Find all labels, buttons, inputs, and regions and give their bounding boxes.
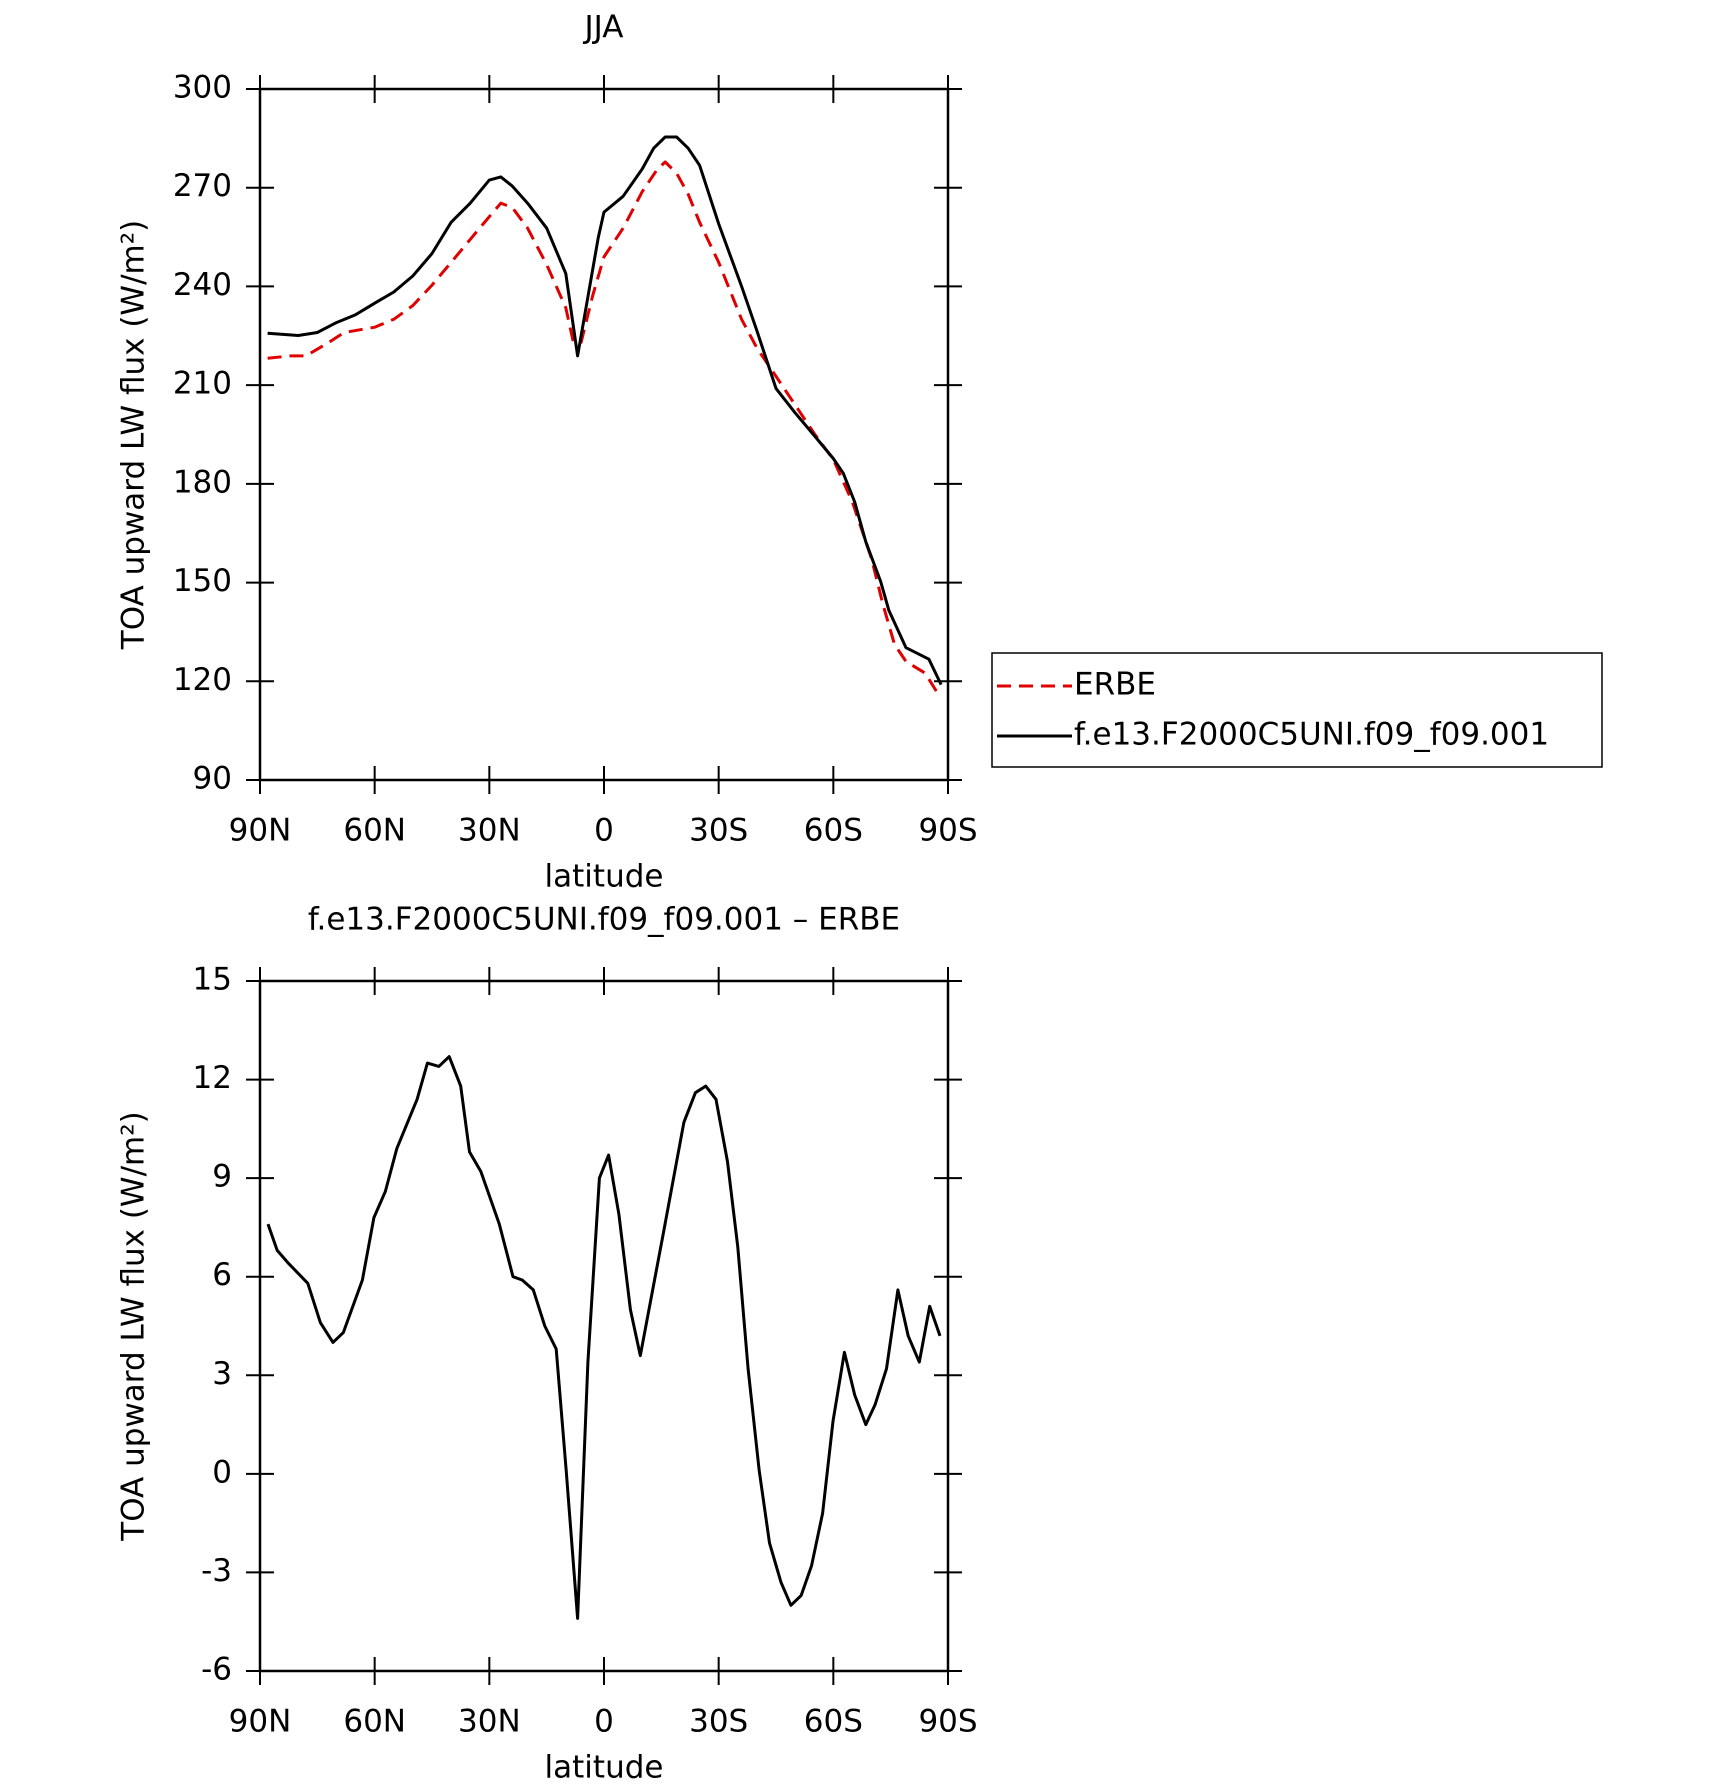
y-tick-label: 150 bbox=[173, 563, 232, 599]
y-tick-label: 270 bbox=[173, 168, 232, 204]
y-tick-label: -3 bbox=[201, 1553, 232, 1589]
y-tick-label: -6 bbox=[201, 1652, 232, 1688]
x-tick-label: 60S bbox=[804, 813, 863, 849]
x-tick-label: 90N bbox=[229, 813, 292, 849]
x-axis-label: latitude bbox=[545, 1750, 664, 1786]
x-tick-label: 30N bbox=[458, 813, 521, 849]
y-axis-label: TOA upward LW flux (W/m²) bbox=[116, 220, 152, 650]
y-tick-label: 12 bbox=[193, 1060, 232, 1096]
y-tick-label: 9 bbox=[212, 1159, 232, 1195]
x-tick-label: 90S bbox=[918, 813, 977, 849]
x-tick-label: 60S bbox=[804, 1704, 863, 1740]
y-tick-label: 3 bbox=[212, 1356, 232, 1392]
x-tick-label: 60N bbox=[343, 1704, 406, 1740]
x-tick-label: 90S bbox=[918, 1704, 977, 1740]
x-tick-label: 0 bbox=[594, 813, 614, 849]
y-tick-label: 15 bbox=[193, 962, 232, 998]
plot-frame bbox=[258, 979, 950, 1673]
x-axis-label: latitude bbox=[545, 859, 664, 895]
x-tick-label: 90N bbox=[229, 1704, 292, 1740]
legend-box bbox=[991, 652, 1603, 768]
x-tick-label: 30N bbox=[458, 1704, 521, 1740]
y-tick-label: 0 bbox=[212, 1454, 232, 1490]
chart-title: JJA bbox=[583, 10, 624, 46]
legend-label: f.e13.F2000C5UNI.f09_f09.001 bbox=[1074, 717, 1549, 753]
y-tick-label: 120 bbox=[173, 662, 232, 698]
data-line bbox=[267, 160, 942, 699]
y-tick-label: 90 bbox=[193, 761, 232, 797]
y-axis-label: TOA upward LW flux (W/m²) bbox=[116, 1111, 152, 1541]
y-tick-label: 300 bbox=[173, 70, 232, 106]
data-line bbox=[266, 1055, 942, 1620]
x-tick-label: 60N bbox=[343, 813, 406, 849]
data-line bbox=[267, 135, 943, 686]
x-tick-label: 0 bbox=[594, 1704, 614, 1740]
x-tick-label: 30S bbox=[689, 1704, 748, 1740]
y-tick-label: 6 bbox=[212, 1257, 232, 1293]
y-tick-label: 210 bbox=[173, 366, 232, 402]
legend-label: ERBE bbox=[1074, 667, 1156, 703]
plot-frame bbox=[258, 87, 950, 782]
y-tick-label: 180 bbox=[173, 464, 232, 500]
y-tick-label: 240 bbox=[173, 267, 232, 303]
x-tick-label: 30S bbox=[689, 813, 748, 849]
chart-title: f.e13.F2000C5UNI.f09_f09.001 – ERBE bbox=[308, 902, 900, 938]
